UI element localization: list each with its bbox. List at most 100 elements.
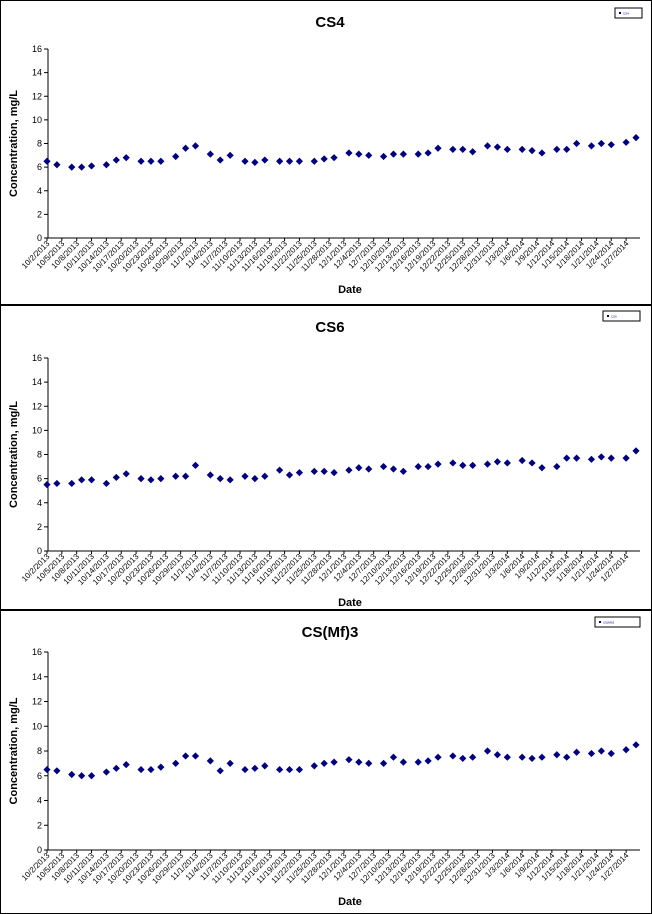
data-point (310, 157, 318, 165)
y-tick-label: 12 (32, 401, 42, 411)
data-point (78, 163, 86, 171)
data-point (68, 770, 76, 779)
data-point (379, 462, 388, 471)
data-point (553, 751, 561, 759)
data-point (365, 759, 373, 767)
data-point (587, 455, 596, 463)
data-point (424, 757, 432, 765)
chart-title: CS6 (315, 319, 344, 336)
x-axis-title: Date (338, 896, 362, 908)
data-point (434, 753, 442, 761)
data-point (122, 470, 130, 478)
data-point (320, 759, 328, 767)
data-point (78, 772, 86, 780)
data-point (607, 454, 615, 462)
data-point (459, 145, 467, 154)
data-point (528, 754, 536, 763)
y-tick-label: 14 (32, 68, 42, 78)
data-point (573, 748, 581, 756)
data-point (469, 753, 477, 761)
data-point (122, 761, 130, 769)
y-tick-label: 4 (37, 186, 42, 196)
legend-entry: CS4 (623, 12, 629, 16)
data-point (147, 157, 155, 165)
chart-title: CS4 (315, 14, 345, 31)
data-point (216, 767, 224, 775)
data-point (216, 475, 224, 483)
data-point (137, 765, 145, 774)
data-point (483, 142, 492, 150)
y-tick-label: 4 (37, 796, 42, 806)
y-tick-label: 6 (37, 771, 42, 781)
data-point (518, 753, 526, 761)
data-point (538, 464, 546, 472)
data-point (563, 454, 571, 462)
data-point (43, 481, 51, 489)
y-tick-label: 14 (32, 377, 42, 387)
y-axis-title: Concentration, mg/L (8, 90, 20, 197)
data-point (483, 747, 492, 755)
data-point (172, 472, 180, 480)
data-point (330, 468, 338, 477)
data-point (469, 461, 477, 469)
data-point (459, 461, 467, 469)
data-point (434, 144, 442, 152)
data-point (607, 749, 615, 758)
data-point (206, 150, 214, 158)
data-point (251, 764, 259, 772)
data-point (563, 145, 571, 154)
data-point (112, 764, 120, 772)
data-point (553, 462, 561, 471)
y-tick-label: 10 (32, 425, 42, 435)
data-point (587, 749, 596, 758)
y-tick-label: 2 (37, 820, 42, 830)
legend-marker (607, 315, 609, 317)
data-point (587, 142, 596, 150)
data-point (261, 472, 269, 480)
y-tick-label: 8 (37, 139, 42, 149)
chart-title: CS(Mf)3 (302, 624, 359, 641)
data-point (241, 765, 249, 774)
data-point (573, 454, 581, 462)
data-point (181, 752, 190, 760)
data-point (112, 156, 120, 164)
data-point (137, 475, 145, 483)
data-point (379, 152, 388, 161)
data-point (137, 157, 145, 165)
data-point (355, 150, 363, 158)
data-point (216, 156, 224, 164)
data-point (68, 163, 76, 171)
data-point (345, 149, 353, 157)
data-point (157, 763, 165, 771)
data-point (295, 468, 304, 477)
legend-marker (599, 621, 601, 623)
data-point (53, 767, 61, 775)
y-axis-title: Concentration, mg/L (8, 401, 20, 508)
legend-marker (619, 12, 621, 14)
legend-entry: CS6 (611, 315, 617, 319)
data-point (503, 753, 511, 761)
legend-entry: CS(Mf)3 (603, 621, 614, 625)
data-point (310, 467, 318, 475)
data-point (87, 162, 96, 170)
y-axis-title: Concentration, mg/L (8, 697, 20, 804)
data-point (379, 759, 388, 767)
data-point (632, 447, 640, 455)
data-point (276, 157, 284, 165)
data-point (172, 759, 180, 767)
data-point (493, 458, 502, 466)
data-point (563, 753, 571, 761)
y-tick-label: 14 (32, 672, 42, 682)
data-point (285, 765, 294, 774)
y-tick-label: 16 (32, 353, 42, 363)
data-point (285, 471, 294, 479)
y-tick-label: 16 (32, 44, 42, 54)
data-point (226, 151, 234, 159)
y-tick-label: 12 (32, 91, 42, 101)
data-point (251, 475, 259, 483)
data-point (414, 758, 422, 766)
data-point (330, 758, 338, 766)
data-point (53, 479, 61, 488)
data-point (295, 157, 304, 165)
